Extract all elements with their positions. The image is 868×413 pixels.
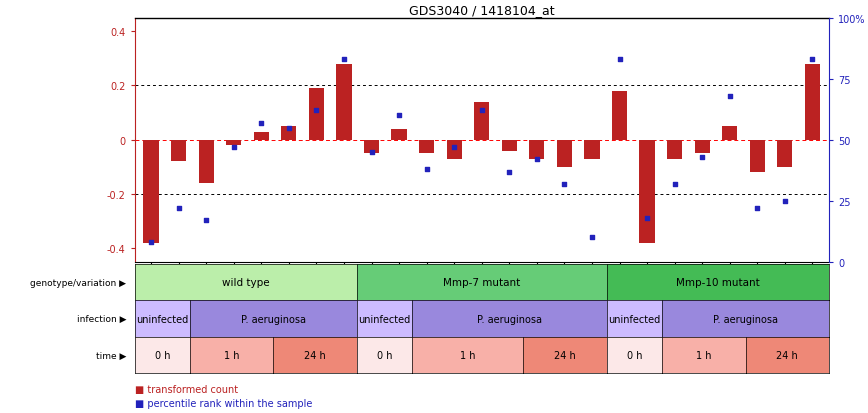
Bar	[391, 130, 406, 140]
Text: 24 h: 24 h	[776, 350, 799, 360]
Text: 0 h: 0 h	[377, 350, 392, 360]
Text: infection ▶: infection ▶	[76, 314, 127, 323]
Text: P. aeruginosa: P. aeruginosa	[241, 314, 306, 324]
Point	[172, 205, 186, 212]
Text: 0 h: 0 h	[155, 350, 170, 360]
Bar	[584, 140, 600, 159]
Bar	[419, 140, 434, 154]
Text: uninfected: uninfected	[358, 314, 411, 324]
Point	[778, 198, 792, 204]
Text: genotype/variation ▶: genotype/variation ▶	[30, 278, 127, 287]
Text: P. aeruginosa: P. aeruginosa	[477, 314, 542, 324]
Text: time ▶: time ▶	[96, 351, 127, 360]
Point	[392, 113, 406, 119]
Point	[365, 149, 378, 156]
Title: GDS3040 / 1418104_at: GDS3040 / 1418104_at	[409, 5, 555, 17]
Text: 1 h: 1 h	[460, 350, 476, 360]
Text: wild type: wild type	[222, 278, 269, 287]
Point	[282, 125, 296, 131]
Point	[667, 181, 681, 188]
Bar	[529, 140, 544, 159]
Point	[420, 166, 434, 173]
Text: 0 h: 0 h	[627, 350, 642, 360]
Point	[585, 235, 599, 241]
Point	[254, 120, 268, 127]
Bar	[640, 140, 654, 243]
Text: 1 h: 1 h	[224, 350, 240, 360]
Bar	[474, 102, 490, 140]
Bar	[777, 140, 792, 168]
Point	[806, 57, 819, 63]
Text: Mmp-7 mutant: Mmp-7 mutant	[444, 278, 520, 287]
Point	[227, 145, 240, 151]
Bar	[253, 132, 269, 140]
Text: 1 h: 1 h	[696, 350, 712, 360]
Text: P. aeruginosa: P. aeruginosa	[713, 314, 778, 324]
Point	[503, 169, 516, 176]
Point	[200, 218, 214, 224]
Point	[750, 205, 764, 212]
Point	[337, 57, 351, 63]
Bar	[171, 140, 187, 162]
Point	[475, 108, 489, 114]
Point	[723, 93, 737, 100]
Bar	[337, 64, 352, 140]
Text: Mmp-10 mutant: Mmp-10 mutant	[676, 278, 760, 287]
Bar	[805, 64, 820, 140]
Point	[447, 145, 461, 151]
Bar	[447, 140, 462, 159]
Bar	[612, 92, 627, 140]
Bar	[364, 140, 379, 154]
Bar	[667, 140, 682, 159]
Bar	[502, 140, 516, 151]
Text: ■ transformed count: ■ transformed count	[135, 384, 238, 394]
Text: ■ percentile rank within the sample: ■ percentile rank within the sample	[135, 399, 312, 408]
Bar	[557, 140, 572, 168]
Text: 24 h: 24 h	[304, 350, 326, 360]
Bar	[309, 89, 324, 140]
Bar	[694, 140, 710, 154]
Bar	[750, 140, 765, 173]
Text: uninfected: uninfected	[608, 314, 661, 324]
Bar	[143, 140, 159, 243]
Bar	[722, 127, 737, 140]
Point	[557, 181, 571, 188]
Point	[144, 240, 158, 246]
Text: 24 h: 24 h	[554, 350, 576, 360]
Point	[310, 108, 324, 114]
Text: uninfected: uninfected	[136, 314, 188, 324]
Point	[529, 157, 543, 163]
Bar	[281, 127, 297, 140]
Point	[613, 57, 627, 63]
Bar	[199, 140, 214, 184]
Bar	[227, 140, 241, 146]
Point	[695, 154, 709, 161]
Point	[640, 215, 654, 222]
